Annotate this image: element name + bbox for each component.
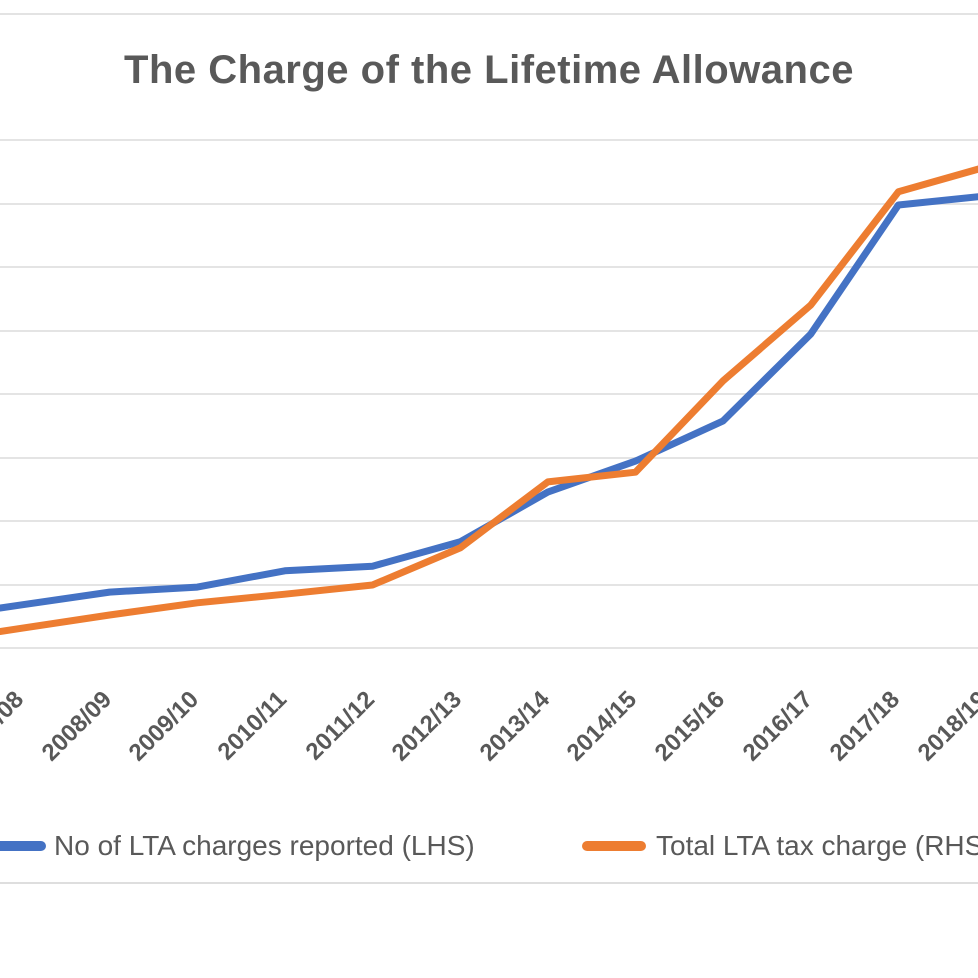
legend-item-label: Total LTA tax charge (RHS) [656, 830, 978, 861]
gridline [0, 266, 978, 268]
series-line-charges-blue [0, 193, 978, 612]
gridline [0, 203, 978, 205]
top-border-line [0, 13, 978, 15]
gridline [0, 520, 978, 522]
gridline [0, 393, 978, 395]
bottom-divider-line [0, 882, 978, 884]
gridline [0, 330, 978, 332]
x-axis-line [0, 647, 978, 649]
legend-swatch-blue-icon [0, 841, 46, 851]
legend-swatch-orange-icon [582, 841, 646, 851]
chart-title: The Charge of the Lifetime Allowance [124, 48, 854, 92]
legend: No of LTA charges reported (LHS) Total L… [0, 826, 978, 868]
gridline [0, 457, 978, 459]
gridline [0, 139, 978, 141]
legend-item-label: No of LTA charges reported (LHS) [54, 830, 475, 861]
series-line-tax-orange [0, 165, 978, 635]
gridline [0, 584, 978, 586]
